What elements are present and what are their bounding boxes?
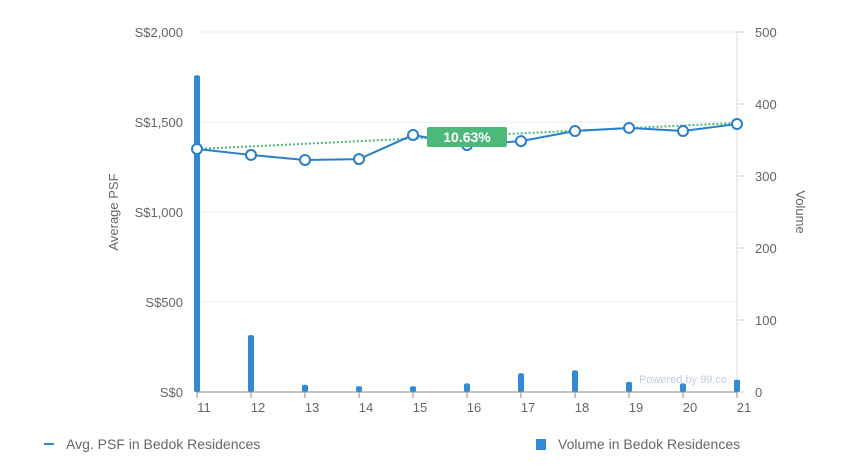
left-tick-label: S$1,500 [135,115,183,130]
x-tick-label: 19 [629,400,643,415]
right-tick-label: 0 [755,385,762,400]
right-tick-label: 400 [755,97,777,112]
volume-bar [302,384,308,392]
line-legend-icon [44,443,54,445]
right-tick-label: 300 [755,169,777,184]
psf-point [353,153,365,166]
x-tick-label: 12 [251,400,265,415]
legend-item-volume[interactable]: Volume in Bedok Residences [536,436,740,452]
x-tick-label: 20 [683,400,697,415]
watermark: Powered by 99.co [639,374,727,386]
volume-bar [356,386,362,392]
x-tick-label: 17 [521,400,535,415]
volume-bar [410,386,416,392]
psf-point [245,148,257,161]
left-tick-label: S$500 [145,295,183,310]
volume-bar [734,379,740,392]
x-tick-label: 13 [305,400,319,415]
right-tick-label: 100 [755,313,777,328]
volume-bar [518,373,524,392]
legend-label: Volume in Bedok Residences [558,436,741,452]
left-tick-label: S$2,000 [135,25,183,40]
x-tick-label: 16 [467,400,481,415]
psf-point [299,153,311,166]
trend-badge-label: 10.63% [443,129,491,145]
x-tick-label: 15 [413,400,427,415]
psf-point [515,135,527,148]
right-tick-label: 200 [755,241,777,256]
legend-label: Avg. PSF in Bedok Residences [66,436,261,452]
x-tick-label: 18 [575,400,589,415]
right-axis-title: Volume [793,190,808,233]
volume-bar [464,383,470,392]
left-tick-label: S$1,000 [135,205,183,220]
bar-legend-icon [536,438,546,450]
x-tick-label: 21 [737,400,751,415]
legend-item-avg-psf[interactable]: Avg. PSF in Bedok Residences [44,436,260,452]
psf-point [677,125,689,137]
psf-volume-chart: S$0 S$500 S$1,000 S$1,500 S$2,000 0 100 200 300 4… [106,25,808,415]
volume-bar [248,335,254,392]
volume-bar [572,370,578,392]
psf-point [569,125,581,137]
psf-point [191,143,203,155]
trend-badge [427,127,507,147]
x-tick-label: 11 [197,400,211,415]
left-axis-title: Average PSF [106,173,121,250]
left-tick-label: S$0 [160,385,183,400]
psf-point [731,117,743,130]
volume-bar [194,75,200,392]
psf-point [407,128,419,141]
volume-bar [626,381,632,392]
volume-bar [680,383,686,392]
x-tick-label: 14 [359,400,373,415]
right-tick-label: 500 [755,25,777,40]
psf-point [623,121,635,134]
